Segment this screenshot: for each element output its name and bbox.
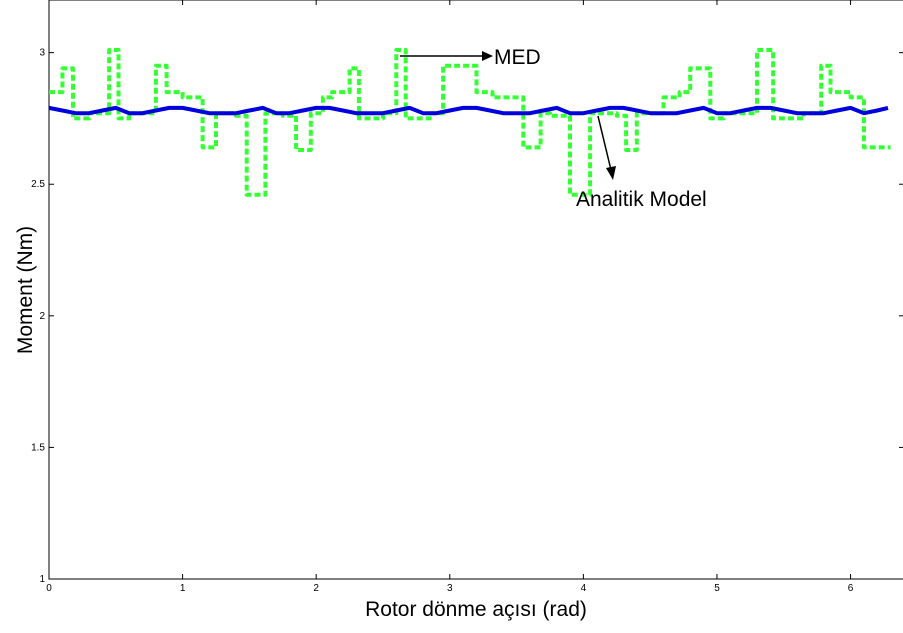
- annotation-analitik-arrow: [597, 115, 612, 171]
- x-tick-label: 0: [46, 583, 52, 594]
- series-line-med: [49, 48, 891, 197]
- y-axis-label: Moment (Nm): [14, 226, 37, 354]
- annotation-analitik: Analitik Model: [576, 115, 707, 211]
- x-tick-label: 5: [714, 583, 720, 594]
- x-tick-label: 4: [581, 583, 587, 594]
- annotation-med-label: MED: [494, 46, 541, 69]
- x-axis-label: Rotor dönme açısı (rad): [365, 598, 587, 621]
- annotation-med-arrowhead: [482, 51, 493, 61]
- series-line-analitik-model: [48, 105, 889, 116]
- y-tick-label: 1: [39, 574, 45, 585]
- y-tick-label: 3: [39, 48, 45, 59]
- annotation-med: MED: [400, 46, 541, 69]
- y-tick-label: 2: [39, 311, 45, 322]
- x-axis-ticks: 0 1 2 3 4 5 6: [46, 0, 854, 594]
- y-tick-label: 1.5: [31, 442, 45, 453]
- annotation-analitik-arrowhead: [606, 166, 616, 180]
- y-axis-ticks: 1 1.5 2 2.5 3: [31, 48, 903, 585]
- annotation-analitik-label: Analitik Model: [576, 188, 707, 211]
- plot-area: [48, 0, 903, 580]
- series-layer: [48, 48, 891, 197]
- y-tick-label: 2.5: [31, 179, 45, 190]
- x-tick-label: 3: [447, 583, 453, 594]
- x-tick-label: 2: [313, 583, 319, 594]
- x-tick-label: 1: [180, 583, 186, 594]
- x-tick-label: 6: [848, 583, 854, 594]
